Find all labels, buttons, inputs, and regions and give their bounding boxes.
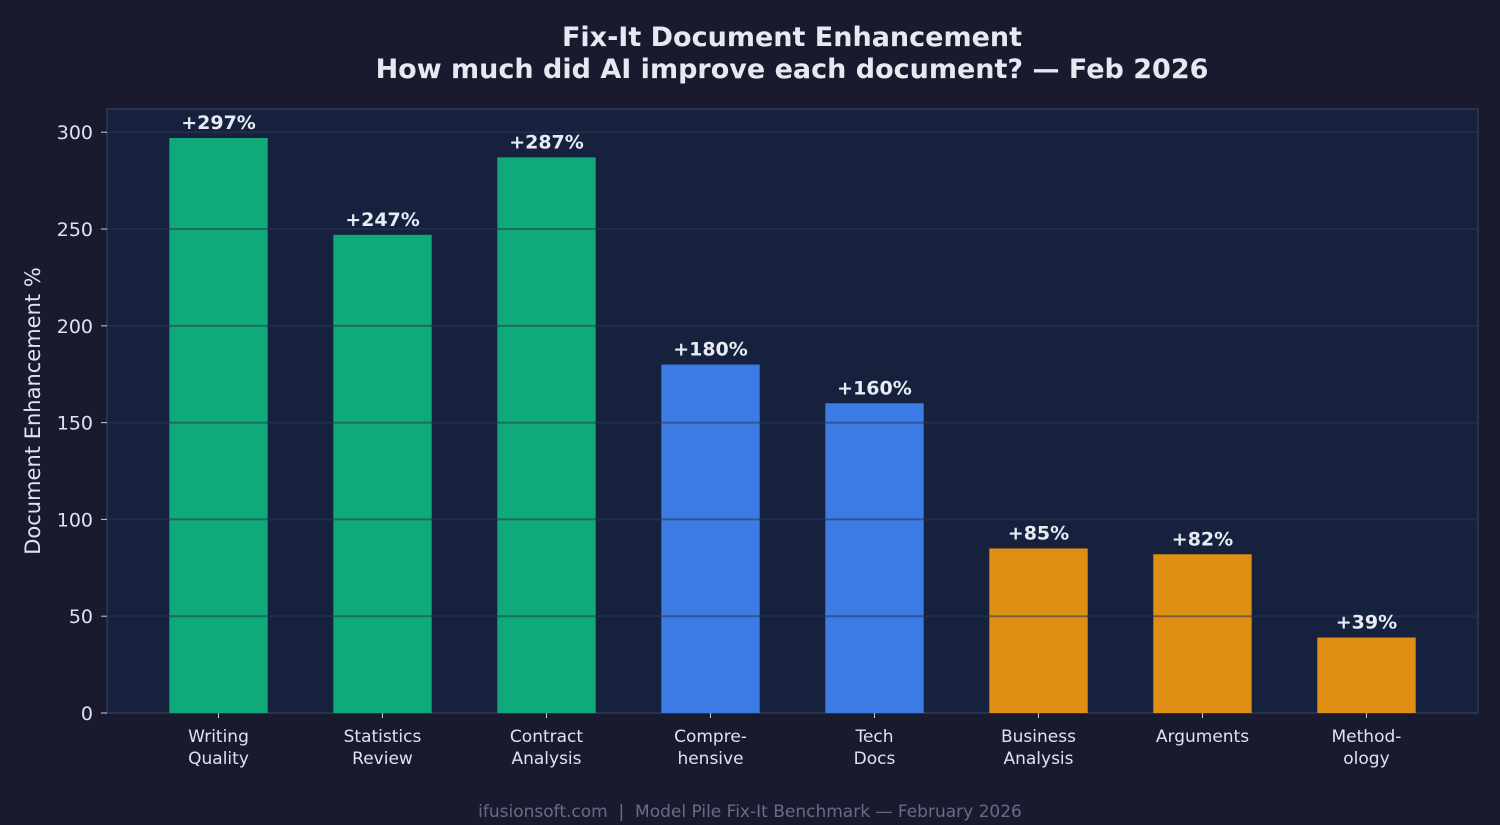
x-tick-label: Compre- — [674, 727, 747, 747]
y-tick-label: 300 — [57, 122, 93, 144]
x-tick-label: Tech — [854, 727, 893, 747]
bar — [169, 138, 268, 714]
y-tick-label: 0 — [81, 703, 93, 725]
y-tick-label: 200 — [57, 316, 93, 338]
x-tick-label: Contract — [510, 727, 583, 747]
data-label: +85% — [1008, 522, 1069, 544]
x-tick-label: Quality — [188, 749, 249, 769]
data-label: +247% — [345, 209, 420, 231]
chart-subtitle: How much did AI improve each document? —… — [376, 54, 1209, 85]
data-label: +82% — [1172, 528, 1233, 550]
bar — [333, 234, 432, 714]
bar — [825, 403, 924, 713]
y-axis-label: Document Enhancement % — [21, 267, 45, 555]
x-tick-label: Analysis — [1003, 749, 1073, 769]
x-tick-label: Analysis — [511, 749, 581, 769]
x-tick-label: Arguments — [1156, 727, 1249, 747]
x-tick-label: ology — [1343, 749, 1389, 769]
data-label: +160% — [837, 377, 912, 399]
x-tick-label: Writing — [188, 727, 249, 747]
y-tick-label: 100 — [57, 509, 93, 531]
footer-text: ifusionsoft.com | Model Pile Fix-It Benc… — [478, 802, 1022, 822]
x-tick-label: Docs — [854, 749, 896, 769]
x-tick-label: Review — [352, 749, 413, 769]
y-tick-label: 150 — [57, 413, 93, 435]
chart-title: Fix-It Document Enhancement — [562, 22, 1022, 53]
x-tick-label: Statistics — [344, 727, 422, 747]
x-tick-label: Business — [1001, 727, 1076, 747]
bar — [497, 157, 596, 713]
bar — [1153, 554, 1252, 713]
data-label: +297% — [181, 112, 256, 134]
x-tick-label: hensive — [677, 749, 743, 769]
bar — [661, 364, 760, 713]
data-label: +39% — [1336, 612, 1397, 634]
x-tick-label: Method- — [1332, 727, 1402, 747]
bar — [989, 548, 1088, 713]
plot-area — [106, 108, 1479, 714]
data-label: +287% — [509, 131, 584, 153]
bar — [1317, 637, 1416, 713]
y-tick-label: 250 — [57, 219, 93, 241]
data-label: +180% — [673, 339, 748, 361]
y-tick-label: 50 — [69, 606, 93, 628]
